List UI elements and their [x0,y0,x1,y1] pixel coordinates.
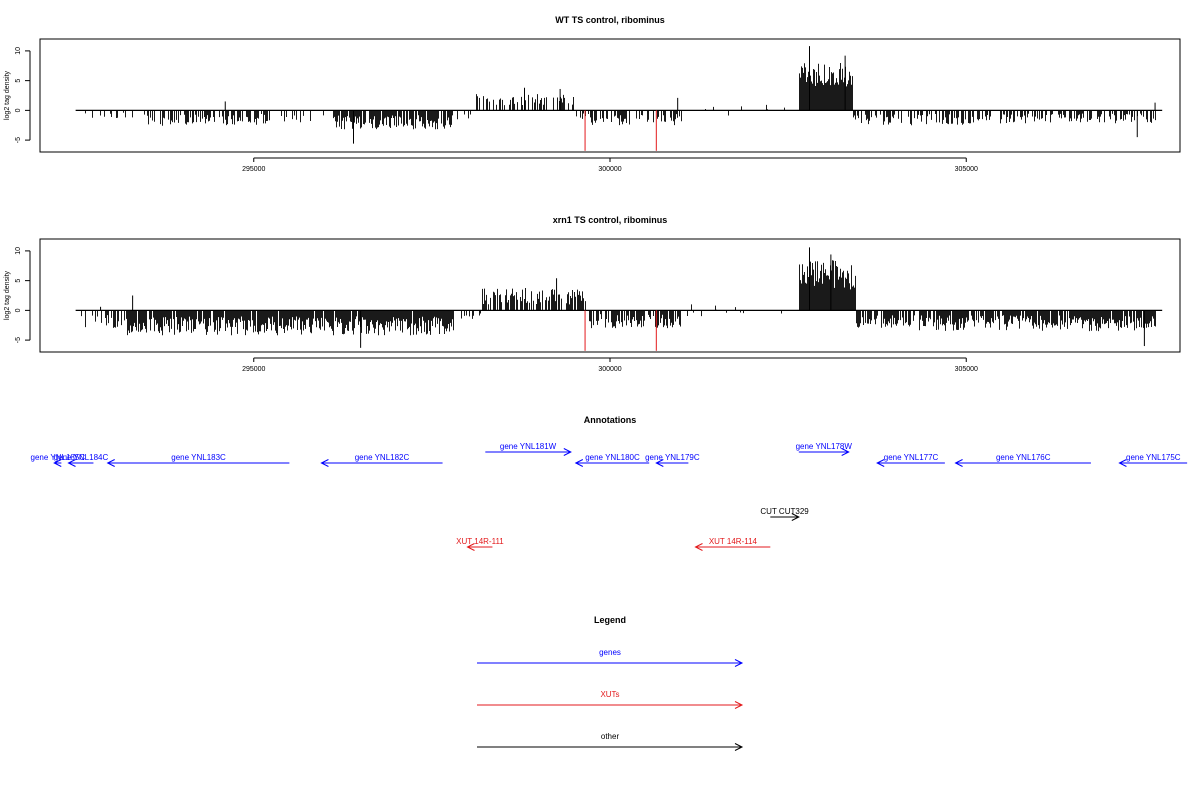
y-tick-label: 10 [15,247,22,255]
x-tick-label: 300000 [598,366,621,373]
x-tick-label: 305000 [955,166,978,173]
legend-label: XUTs [600,690,619,699]
annotation-feature: CUT CUT329 [760,507,809,521]
panel-1-title: WT TS control, ribominus [555,15,665,25]
annotation-label: gene YNL183C [171,453,226,462]
legend-label: other [601,732,620,741]
plot-frame [39,238,1181,353]
annotation-label: XUT 14R-114 [709,537,758,546]
annotation-label: gene YNL184C [54,453,109,462]
legend: genes XUTs other [477,648,744,751]
annotation-label: gene YNL180C [585,453,640,462]
annotation-feature: gene YNL176C [954,453,1091,467]
annotation-label: gene YNL178W [796,442,853,451]
annotation-feature: gene YNL175C [1118,453,1188,467]
annotation-feature: gene YNL184C [54,453,109,467]
annotation-label: gene YNL181W [500,442,557,451]
panel-1-plot: -5 0 5 10 log2 tag density 295000 300000 305000 [4,38,1181,173]
y-tick-label: 0 [15,308,22,312]
legend-entry: XUTs [477,690,744,709]
y-tick-label: 5 [15,279,22,283]
annotation-feature: gene YNL177C [876,453,945,467]
annotation-label: gene YNL175C [1126,453,1181,462]
y-axis-label: log2 tag density [4,270,11,320]
x-tick-label: 300000 [598,166,621,173]
annotation-feature: gene YNL182C [320,453,443,467]
annotation-label: gene YNL185C [31,453,86,462]
y-tick-label: 5 [15,79,22,83]
panel-2-plot: -5 0 5 10 log2 tag density 295000 300000 305000 [4,238,1181,373]
x-tick-label: 295000 [242,166,265,173]
annotation-feature: XUT 14R-114 [694,537,771,551]
annotation-feature: XUT 14R-111 [456,537,504,551]
annotation-feature: gene YNL178W [796,442,853,456]
y-tick-label: -5 [15,337,22,343]
annotation-label: XUT 14R-111 [456,537,504,546]
plot-frame [39,38,1181,153]
legend-entry: other [477,732,744,751]
legend-title: Legend [594,615,626,625]
x-tick-label: 305000 [955,366,978,373]
annotation-label: gene YNL182C [355,453,410,462]
annotation-feature: gene YNL180C [574,453,650,467]
annotation-label: gene YNL179C [645,453,700,462]
y-tick-label: 10 [15,47,22,55]
annotation-label: CUT CUT329 [760,507,809,516]
y-axis-label: log2 tag density [4,70,11,120]
annotation-feature: gene YNL185C [31,453,86,467]
annotation-feature: gene YNL181W [485,442,572,456]
annotation-feature: gene YNL179C [645,453,700,467]
annotation-label: gene YNL177C [884,453,939,462]
annotations-title: Annotations [584,415,637,425]
legend-entry: genes [477,648,744,667]
annotation-label: gene YNL176C [996,453,1051,462]
x-tick-label: 295000 [242,366,265,373]
legend-label: genes [599,648,621,657]
y-tick-label: 0 [15,108,22,112]
y-tick-label: -5 [15,137,22,143]
annotation-feature: gene YNL183C [106,453,290,467]
panel-2-title: xrn1 TS control, ribominus [553,215,668,225]
